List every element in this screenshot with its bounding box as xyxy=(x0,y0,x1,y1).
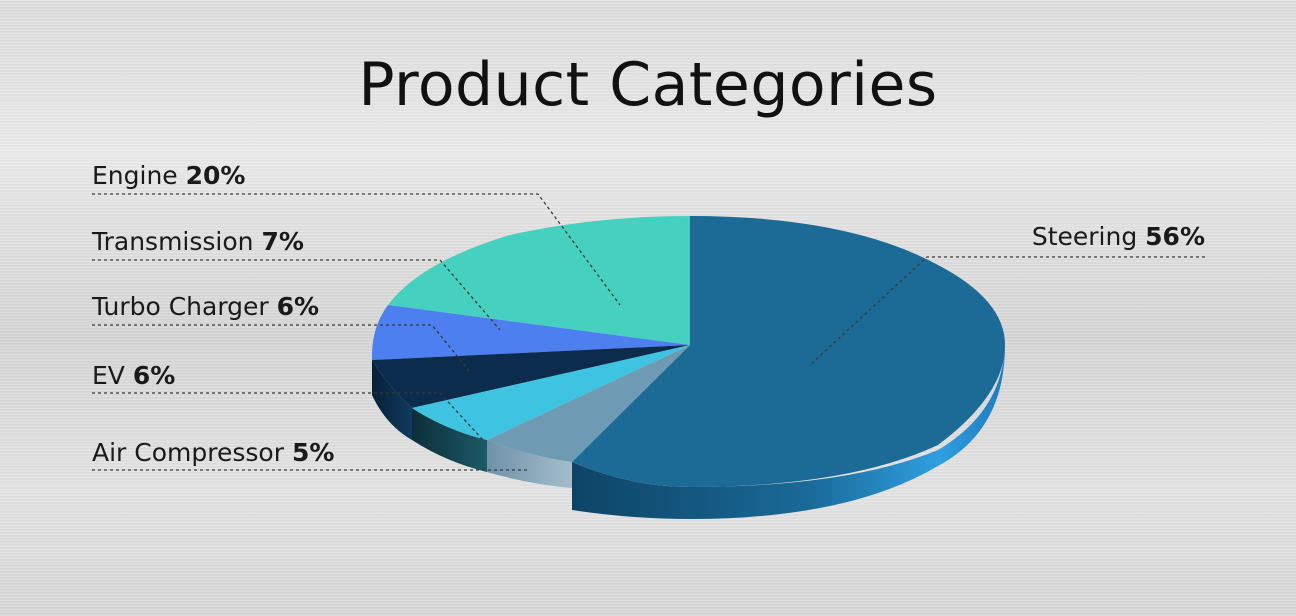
leader-steering xyxy=(809,256,1205,366)
chart-title: Product Categories xyxy=(358,50,938,120)
rim-steering xyxy=(572,340,1005,519)
slice-ev xyxy=(412,345,690,440)
label-turbo-charger: Turbo Charger 6% xyxy=(91,292,319,321)
slice-air-compressor xyxy=(487,345,690,462)
slice-turbo-charger xyxy=(372,345,690,408)
label-air-compressor: Air Compressor 5% xyxy=(92,438,334,467)
label-ev: EV 6% xyxy=(92,361,175,390)
rim-ev xyxy=(412,408,487,472)
slice-engine xyxy=(388,216,690,345)
rim-air-compressor xyxy=(487,440,572,488)
label-engine: Engine 20% xyxy=(92,161,245,190)
rim-turbo-charger xyxy=(372,360,412,440)
label-steering: Steering 56% xyxy=(1032,222,1205,251)
leader-transmission xyxy=(92,259,501,331)
leader-turbo-charger xyxy=(92,324,471,373)
slice-steering xyxy=(572,216,1005,487)
leader-ev xyxy=(92,392,484,441)
slice-transmission xyxy=(371,305,690,360)
leader-engine xyxy=(92,193,621,306)
label-transmission: Transmission 7% xyxy=(91,227,304,256)
